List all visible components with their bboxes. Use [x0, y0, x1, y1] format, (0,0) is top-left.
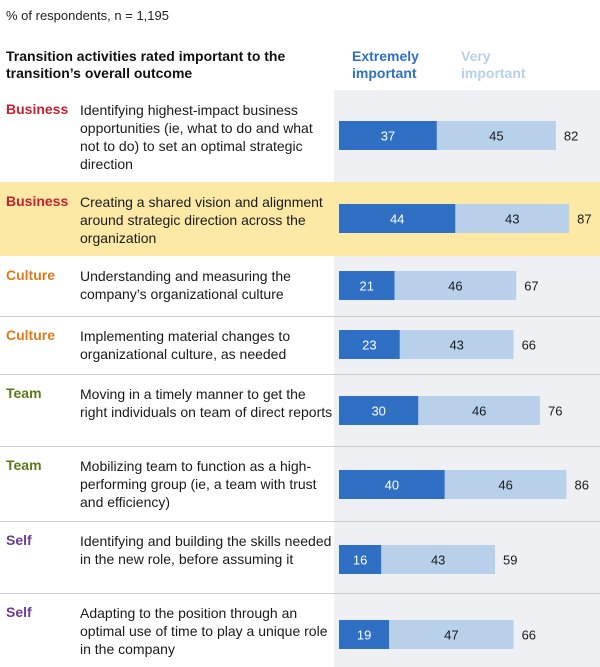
table-row: Business Creating a shared vision and ali…: [0, 182, 600, 256]
bar-extremely: [339, 545, 382, 574]
row-category: Culture: [6, 267, 55, 283]
legend-very: Very important: [461, 48, 526, 81]
row-description: Adapting to the position through an opti…: [80, 605, 328, 657]
label-very: 43: [505, 212, 519, 227]
bar-very: [381, 545, 496, 574]
label-total: 87: [577, 212, 591, 227]
row-description: Mobilizing team to function as a high-pe…: [80, 458, 317, 510]
row-category: Team: [6, 385, 42, 401]
label-extremely: 30: [371, 404, 385, 419]
table-row: Team Mobilizing team to function as a hig…: [0, 446, 600, 522]
row-category: Business: [6, 193, 69, 209]
label-total: 86: [574, 478, 588, 493]
bar-extremely: [339, 470, 445, 499]
bar-very: [455, 204, 570, 233]
bar-very: [436, 121, 556, 150]
row-category: Business: [6, 101, 69, 117]
bar-extremely: [339, 204, 456, 233]
label-very: 46: [498, 478, 512, 493]
row-category: Team: [6, 457, 42, 473]
row-description: Understanding and measuring the company’…: [80, 268, 291, 302]
row-description: Identifying highest-impact business oppo…: [80, 102, 313, 172]
chart-title: Transition activities rated important to…: [6, 48, 286, 81]
label-total: 66: [522, 628, 536, 643]
label-extremely: 21: [360, 279, 374, 294]
label-total: 82: [564, 129, 578, 144]
bar-very: [394, 271, 517, 300]
table-row: Self Adapting to the position through an …: [0, 593, 600, 667]
row-category: Self: [6, 532, 32, 548]
label-very: 46: [472, 404, 486, 419]
bar-extremely: [339, 121, 437, 150]
label-total: 66: [522, 338, 536, 353]
label-very: 45: [489, 129, 503, 144]
label-extremely: 37: [381, 129, 395, 144]
bar-very: [418, 396, 541, 425]
label-very: 43: [431, 553, 445, 568]
row-category: Culture: [6, 327, 55, 343]
label-extremely: 44: [390, 212, 404, 227]
bar-extremely: [339, 620, 390, 649]
bar-very: [389, 620, 514, 649]
label-total: 67: [524, 279, 538, 294]
label-extremely: 16: [353, 553, 367, 568]
row-category: Self: [6, 604, 32, 620]
table-row: Business Identifying highest-impact busin…: [0, 90, 600, 182]
label-extremely: 23: [362, 338, 376, 353]
label-total: 59: [503, 553, 517, 568]
label-extremely: 40: [385, 478, 399, 493]
table-row: Culture Implementing material changes to …: [0, 316, 600, 375]
row-description: Identifying and building the skills need…: [80, 533, 332, 567]
bar-very: [399, 330, 514, 359]
table-row: Self Identifying and building the skills …: [0, 521, 600, 594]
label-total: 76: [548, 404, 562, 419]
table-row: Team Moving in a timely manner to get the…: [0, 374, 600, 447]
legend-extremely: Extremely important: [352, 48, 419, 81]
subtitle: % of respondents, n = 1,195: [6, 8, 169, 23]
row-description: Creating a shared vision and alignment a…: [80, 194, 323, 246]
bar-extremely: [339, 396, 419, 425]
bar-extremely: [339, 330, 400, 359]
label-extremely: 19: [357, 628, 371, 643]
label-very: 46: [448, 279, 462, 294]
row-description: Implementing material changes to organiz…: [80, 328, 291, 362]
row-description: Moving in a timely manner to get the rig…: [80, 386, 333, 420]
bar-extremely: [339, 271, 395, 300]
bar-very: [444, 470, 567, 499]
label-very: 47: [444, 628, 458, 643]
label-very: 43: [449, 338, 463, 353]
table-row: Culture Understanding and measuring the c…: [0, 256, 600, 317]
